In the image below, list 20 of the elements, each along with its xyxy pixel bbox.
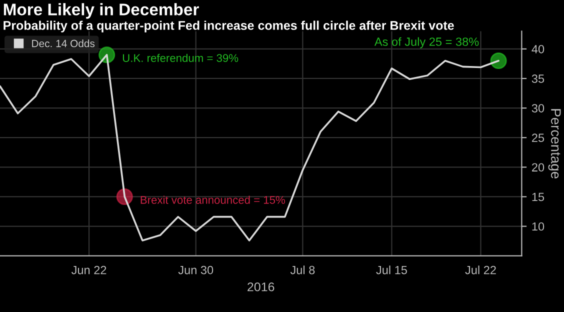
legend-label: Dec. 14 Odds xyxy=(32,40,95,48)
y-tick-label: 10 xyxy=(532,222,544,231)
annotation: Brexit vote announced = 15% xyxy=(140,196,285,204)
y-tick-label: 35 xyxy=(532,74,544,83)
y-tick-label: 20 xyxy=(532,163,544,172)
annotation: As of July 25 = 38% xyxy=(374,37,479,48)
y-tick-label: 30 xyxy=(532,104,544,112)
x-tick-label: Jun 30 xyxy=(178,266,214,274)
x-tick-label: Jun 22 xyxy=(71,266,106,274)
chart-subtitle: Probability of a quarter-point Fed increase comes full circle after Brexit vote xyxy=(4,20,454,32)
x-tick-label: Jul 8 xyxy=(290,266,315,274)
x-tick-label: Jul 15 xyxy=(376,266,407,274)
y-tick-label: 40 xyxy=(532,44,544,54)
y-tick-label: 15 xyxy=(532,192,544,202)
y-tick-label: 25 xyxy=(532,134,544,142)
x-tick-label: Jul 22 xyxy=(465,266,496,274)
x-axis-title: 2016 xyxy=(248,282,274,292)
annotation: U.K. referendum = 39% xyxy=(122,54,238,62)
chart-title: More Likely in December xyxy=(4,3,199,19)
y-axis-title: Percentage xyxy=(548,109,561,178)
